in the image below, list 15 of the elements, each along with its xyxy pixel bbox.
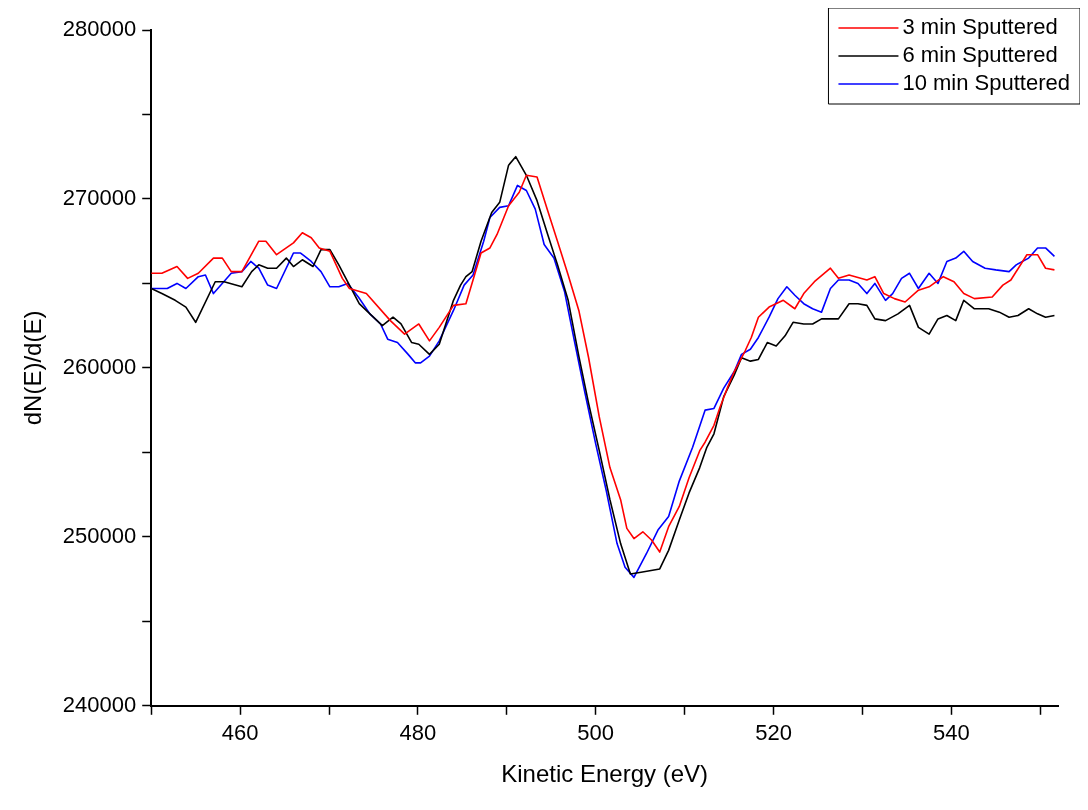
x-tick-label: 540 bbox=[932, 720, 970, 746]
y-tick-label: 240000 bbox=[62, 691, 137, 717]
y-tick-label: 280000 bbox=[62, 16, 137, 42]
x-tick-label: 480 bbox=[399, 720, 437, 746]
x-tick-label: 500 bbox=[577, 720, 615, 746]
y-axis-title: dN(E)/d(E) bbox=[19, 310, 47, 426]
y-tick-label: 250000 bbox=[62, 522, 137, 548]
legend-label: 10 min Sputtered bbox=[902, 70, 1070, 96]
legend-label: 3 min Sputtered bbox=[902, 14, 1058, 40]
x-tick-label: 460 bbox=[221, 720, 259, 746]
x-tick-label: 520 bbox=[755, 720, 792, 746]
x-axis-title: Kinetic Energy (eV) bbox=[501, 760, 708, 788]
legend-label: 6 min Sputtered bbox=[902, 42, 1058, 68]
y-tick-label: 270000 bbox=[62, 185, 137, 211]
y-tick-label: 260000 bbox=[62, 353, 137, 379]
